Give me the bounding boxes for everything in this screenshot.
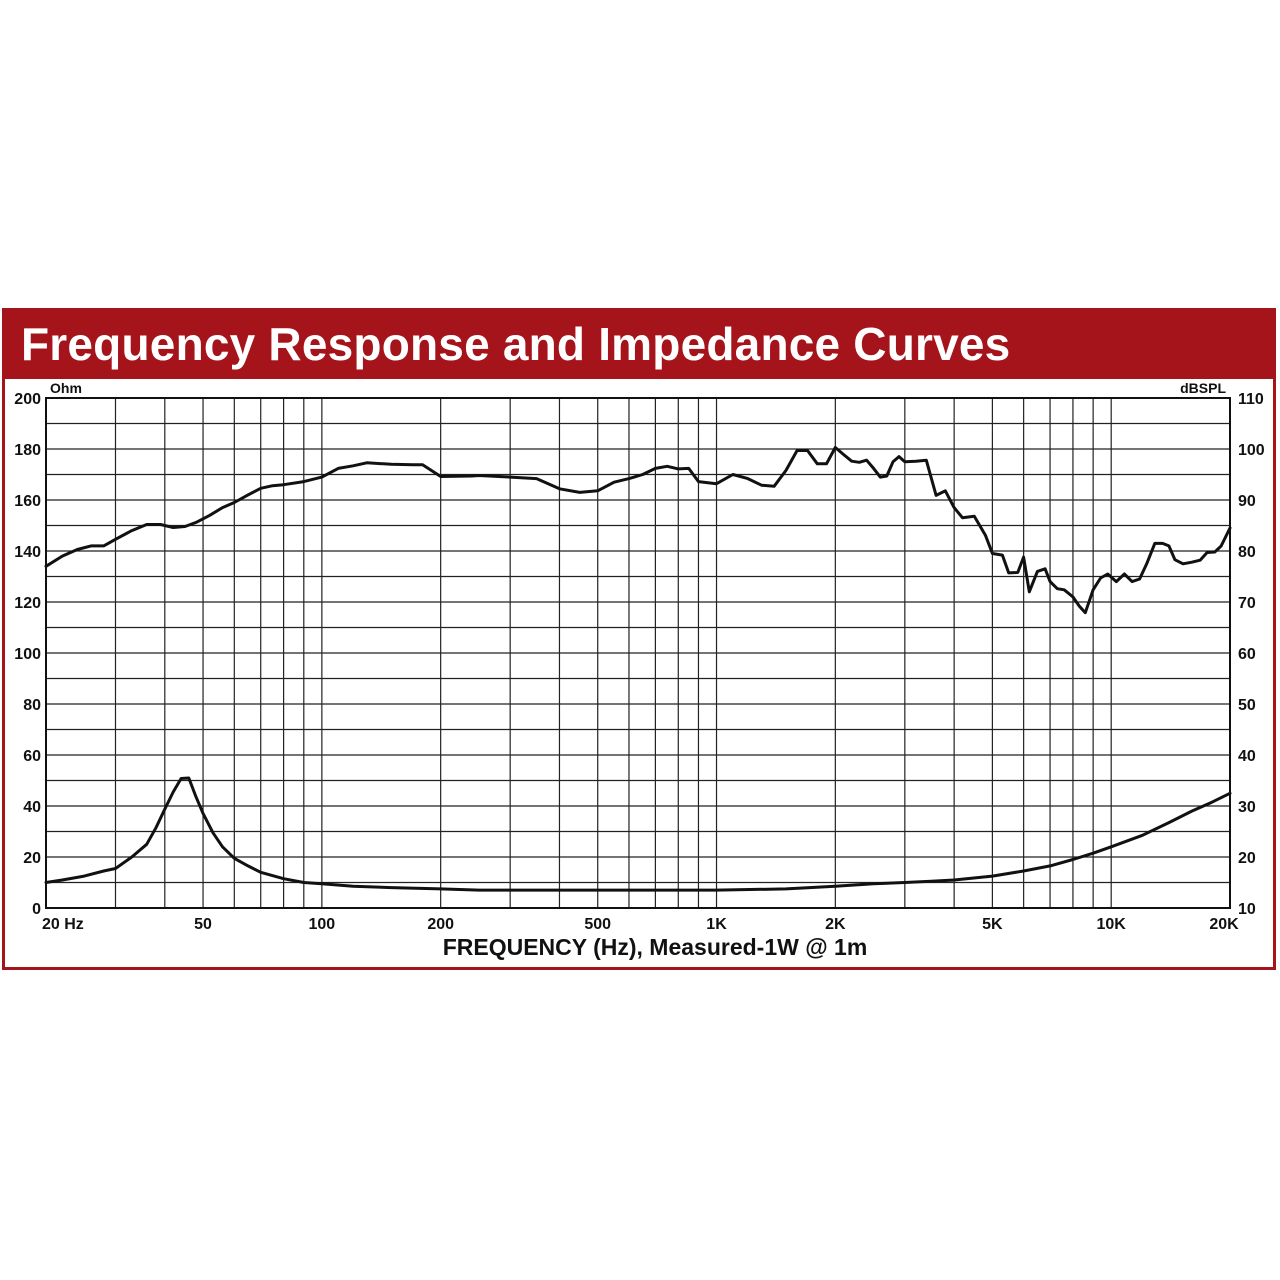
title-banner: Frequency Response and Impedance Curves — [5, 311, 1273, 379]
y-right-axis-label: dBSPL — [1180, 380, 1226, 396]
x-tick-label: 20 Hz — [42, 916, 84, 933]
y-right-tick-label: 100 — [1238, 442, 1265, 459]
y-left-tick-label: 80 — [23, 697, 41, 714]
y-left-tick-label: 60 — [23, 748, 41, 765]
x-tick-label: 10K — [1097, 916, 1127, 933]
x-tick-label: 2K — [825, 916, 846, 933]
y-left-tick-label: 100 — [14, 646, 41, 663]
impedance-curve — [44, 776, 1232, 892]
x-tick-label: 1K — [706, 916, 727, 933]
right-axis-ticks: 10 20 30 40 50 60 70 80 90 100 110 — [1238, 391, 1265, 918]
y-left-tick-label: 0 — [32, 901, 41, 918]
grid — [46, 398, 1230, 908]
y-right-tick-label: 110 — [1238, 391, 1264, 408]
y-left-tick-label: 200 — [14, 391, 41, 408]
y-left-tick-label: 40 — [23, 799, 41, 816]
y-right-tick-label: 30 — [1238, 799, 1256, 816]
y-left-tick-label: 140 — [14, 544, 41, 561]
y-right-tick-label: 80 — [1238, 544, 1256, 561]
chart-title: Frequency Response and Impedance Curves — [21, 318, 1011, 370]
x-tick-label: 50 — [194, 916, 212, 933]
y-left-tick-label: 20 — [23, 850, 41, 867]
x-tick-label: 20K — [1209, 916, 1239, 933]
x-tick-label: 5K — [982, 916, 1003, 933]
y-left-tick-label: 160 — [14, 493, 41, 510]
series-layer — [44, 446, 1232, 892]
y-right-tick-label: 90 — [1238, 493, 1256, 510]
y-right-tick-label: 20 — [1238, 850, 1256, 867]
y-right-tick-label: 70 — [1238, 595, 1256, 612]
y-left-tick-label: 120 — [14, 595, 41, 612]
y-left-axis-label: Ohm — [50, 380, 82, 396]
y-right-tick-label: 10 — [1238, 901, 1256, 918]
y-right-tick-label: 60 — [1238, 646, 1256, 663]
y-left-tick-label: 180 — [14, 442, 41, 459]
y-right-tick-label: 40 — [1238, 748, 1256, 765]
x-tick-label: 200 — [427, 916, 454, 933]
x-tick-label: 500 — [584, 916, 611, 933]
x-axis-ticks: 20 Hz 50 100 200 500 1K 2K 5K 10K 20K — [42, 916, 1239, 933]
x-axis-label: FREQUENCY (Hz), Measured-1W @ 1m — [443, 934, 868, 960]
spl-response-curve — [44, 446, 1232, 615]
y-right-tick-label: 50 — [1238, 697, 1256, 714]
plot-border — [45, 397, 1231, 909]
x-tick-label: 100 — [309, 916, 336, 933]
chart-frame: Frequency Response and Impedance Curves — [2, 308, 1276, 970]
left-axis-ticks: 0 20 40 60 80 100 120 140 160 180 200 — [14, 391, 41, 918]
